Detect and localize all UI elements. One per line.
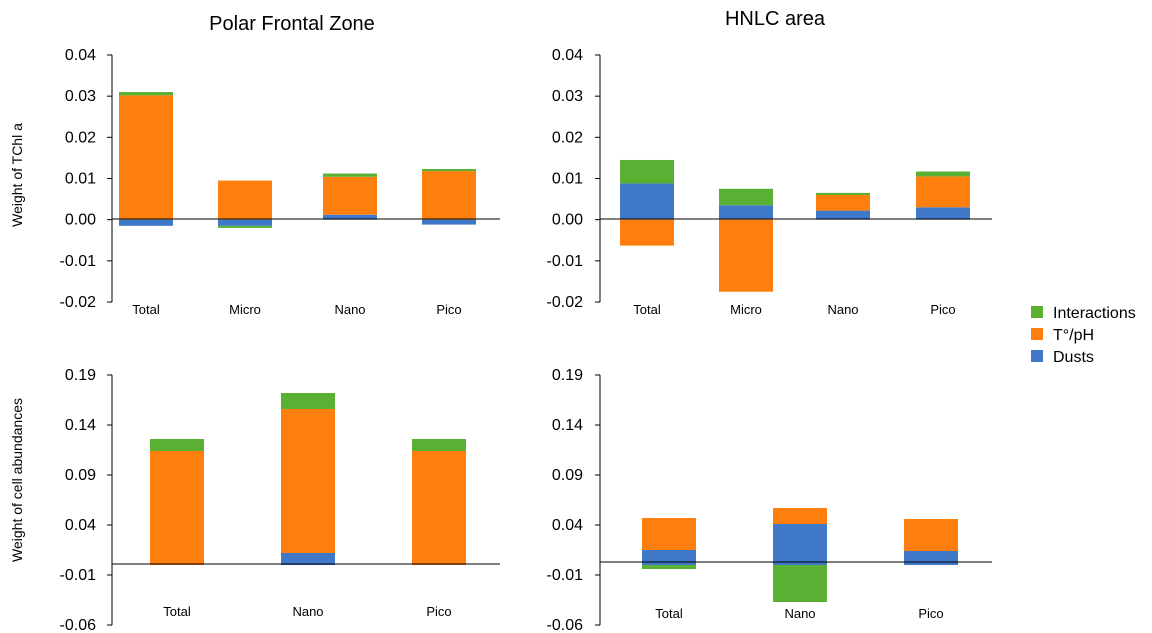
panel-3: 0.19 0.14 0.09 0.04 -0.01 -0.06 Total Nano Pico — [547, 367, 992, 633]
bar-interactions-pico — [422, 169, 476, 172]
x-category-label: Pico — [918, 606, 943, 621]
y-tick-label: 0.02 — [552, 129, 583, 146]
y-tick-label: 0.04 — [65, 47, 96, 64]
bar-interactions-total — [642, 565, 696, 569]
legend-swatch-interactions — [1031, 306, 1043, 318]
x-category-label: Pico — [426, 604, 451, 619]
y-tick-label: 0.01 — [65, 171, 96, 188]
bar-tph-nano — [773, 508, 827, 524]
y-tick-label: 0.00 — [65, 212, 96, 229]
panel-0: 0.04 0.03 0.02 0.01 0.00 -0.01 -0.02 Total Micro… — [60, 47, 500, 317]
x-category-label: Nano — [334, 302, 365, 317]
bar-tph-pico — [916, 176, 970, 208]
bar-tph-total — [620, 219, 674, 246]
legend-swatch-tph — [1031, 328, 1043, 340]
ylabel-cell-abundances: Weight of cell abundances — [9, 398, 25, 562]
x-category-label: Pico — [436, 302, 461, 317]
legend: Interactions T°/pH Dusts — [1031, 305, 1136, 366]
bar-tph-micro — [719, 219, 773, 292]
bar-interactions-nano — [773, 565, 827, 602]
bar-interactions-nano — [816, 192, 870, 195]
y-tick-label: 0.14 — [65, 417, 96, 434]
x-category-label: Nano — [827, 302, 858, 317]
bar-dusts-nano — [281, 553, 335, 565]
bar-tph-nano — [816, 194, 870, 211]
bar-tph-micro — [218, 180, 272, 220]
y-tick-label: 0.19 — [552, 367, 583, 384]
bar-dusts-total — [642, 550, 696, 565]
x-category-label: Pico — [930, 302, 955, 317]
y-tick-label: 0.09 — [65, 467, 96, 484]
y-tick-label: -0.06 — [60, 617, 97, 633]
panel-2: 0.19 0.14 0.09 0.04 -0.01 -0.06 Total Nano Pico — [60, 367, 500, 633]
y-tick-label: 0.14 — [552, 417, 583, 434]
y-tick-label: 0.03 — [65, 88, 96, 105]
x-category-label: Micro — [730, 302, 762, 317]
y-tick-label: 0.03 — [552, 88, 583, 105]
bar-interactions-total — [620, 159, 674, 184]
x-category-label: Nano — [784, 606, 815, 621]
y-tick-label: -0.06 — [547, 617, 584, 633]
bar-interactions-pico — [412, 439, 466, 451]
bar-tph-pico — [422, 171, 476, 220]
y-tick-label: -0.02 — [547, 294, 584, 311]
bar-dusts-micro — [719, 205, 773, 220]
bar-dusts-nano — [773, 524, 827, 565]
bar-dusts-total — [620, 183, 674, 220]
bar-tph-total — [119, 95, 173, 220]
panel-title-pfz: Polar Frontal Zone — [209, 13, 375, 35]
bar-interactions-nano — [323, 173, 377, 177]
legend-swatch-dusts — [1031, 350, 1043, 362]
y-tick-label: -0.02 — [60, 294, 97, 311]
y-tick-label: 0.00 — [552, 212, 583, 229]
y-tick-label: 0.01 — [552, 171, 583, 188]
bar-dusts-nano — [816, 210, 870, 220]
ylabel-tchl: Weight of TChl a — [9, 123, 25, 227]
bar-tph-total — [150, 451, 204, 565]
bar-tph-nano — [281, 409, 335, 553]
bar-tph-nano — [323, 176, 377, 215]
bar-interactions-micro — [218, 225, 272, 228]
bar-interactions-pico — [916, 171, 970, 177]
bar-dusts-total — [119, 219, 173, 226]
y-tick-label: 0.04 — [552, 47, 583, 64]
bar-tph-pico — [412, 451, 466, 565]
x-category-label: Total — [633, 302, 661, 317]
legend-label-interactions: Interactions — [1053, 305, 1136, 322]
y-tick-label: -0.01 — [547, 253, 584, 270]
x-category-label: Nano — [292, 604, 323, 619]
y-tick-label: 0.04 — [552, 517, 583, 534]
bar-interactions-micro — [719, 188, 773, 206]
bar-dusts-pico — [916, 207, 970, 220]
legend-label-tph: T°/pH — [1053, 327, 1094, 344]
bar-dusts-micro — [218, 219, 272, 226]
x-category-label: Total — [655, 606, 683, 621]
panel-1: 0.04 0.03 0.02 0.01 0.00 -0.01 -0.02 Total Micro… — [547, 47, 992, 317]
y-tick-label: 0.09 — [552, 467, 583, 484]
y-tick-label: 0.04 — [65, 517, 96, 534]
y-tick-label: -0.01 — [60, 567, 97, 584]
bar-tph-total — [642, 518, 696, 550]
x-category-label: Micro — [229, 302, 261, 317]
bar-dusts-pico — [422, 219, 476, 225]
x-category-label: Total — [163, 604, 191, 619]
bar-interactions-total — [150, 439, 204, 451]
legend-label-dusts: Dusts — [1053, 349, 1094, 366]
bar-interactions-total — [119, 92, 173, 96]
bar-dusts-nano — [323, 214, 377, 220]
bar-dusts-pico — [904, 551, 958, 565]
y-tick-label: -0.01 — [60, 253, 97, 270]
y-tick-label: 0.02 — [65, 129, 96, 146]
x-category-label: Total — [132, 302, 160, 317]
y-tick-label: 0.19 — [65, 367, 96, 384]
y-tick-label: -0.01 — [547, 567, 584, 584]
panel-title-hnlc: HNLC area — [725, 8, 826, 30]
bar-interactions-nano — [281, 393, 335, 409]
bar-tph-pico — [904, 519, 958, 551]
